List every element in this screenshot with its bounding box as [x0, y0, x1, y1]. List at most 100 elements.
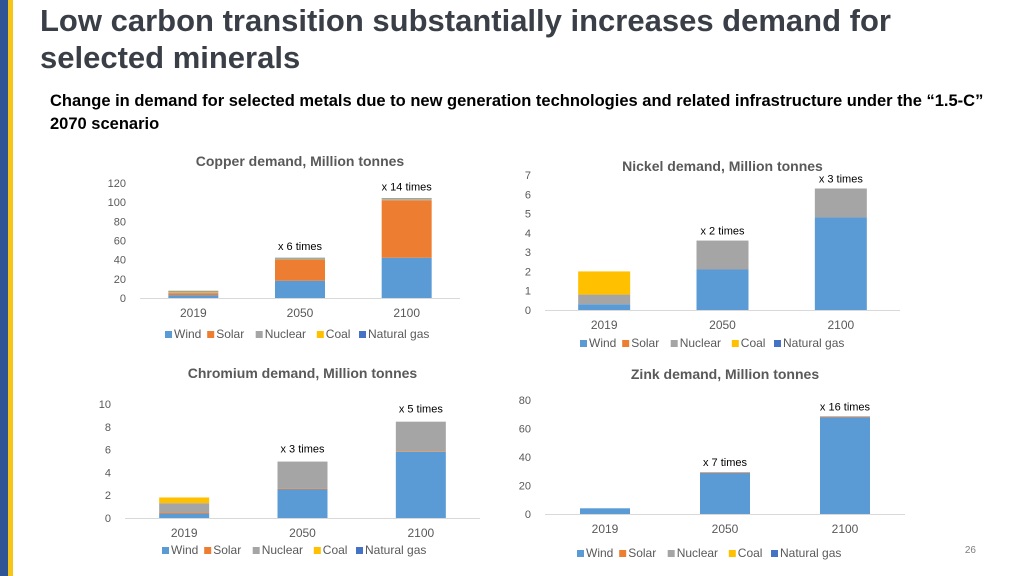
- side-accent-bar: [0, 0, 8, 576]
- page-title: Low carbon transition substantially incr…: [40, 3, 891, 75]
- chromium-chart-svg: Chromium demand, Million tonnes 0 2 4 6 8 10 20…: [99, 365, 480, 557]
- chromium-bar-coal-2019: [159, 497, 210, 504]
- zink-y-tick-label: 40: [519, 452, 531, 464]
- chromium-growth-annotation: x 5 times: [399, 404, 444, 416]
- copper-bar-natural-gas-2019: [168, 290, 219, 292]
- chromium-y-tick-label: 8: [105, 422, 111, 434]
- copper-growth-annotation: x 6 times: [278, 241, 323, 253]
- nickel-chart-title: Nickel demand, Million tonnes: [622, 158, 823, 174]
- zink-y-tick-label: 20: [519, 481, 531, 493]
- copper-bar-coal-2050: [275, 258, 325, 259]
- zink-y-tick-label: 0: [525, 509, 531, 521]
- copper-chart-svg: Copper demand, Million tonnes 0 20 40 60 80 10…: [108, 153, 460, 341]
- copper-bar-solar-2100: [381, 200, 432, 258]
- chromium-y-tick-label: 0: [105, 513, 111, 525]
- chromium-legend-label: Coal: [323, 543, 348, 557]
- nickel-bar-wind-2100: [814, 217, 867, 310]
- copper-x-tick-label: 2050: [287, 306, 314, 320]
- chromium-demand-chart: Chromium demand, Million tonnes 0 2 4 6 8 10 20…: [80, 362, 480, 562]
- copper-bar-coal-2100: [381, 198, 432, 200]
- copper-y-tick-label: 60: [114, 236, 126, 248]
- nickel-y-tick-label: 0: [525, 305, 531, 317]
- nickel-y-tick-label: 7: [525, 170, 531, 182]
- zink-legend-label: Nuclear: [677, 546, 718, 560]
- copper-legend-swatch-natural-gas: [359, 331, 366, 338]
- nickel-x-tick-label: 2019: [591, 318, 618, 332]
- copper-legend-swatch-solar: [207, 331, 215, 338]
- nickel-legend-swatch-solar: [622, 340, 630, 347]
- nickel-demand-chart: Nickel demand, Million tonnes 0 1 2 3 4 5 6 7 201…: [505, 155, 905, 355]
- zink-legend-label: Natural gas: [780, 546, 841, 560]
- zink-x-tick-label: 2050: [712, 522, 739, 536]
- copper-legend-label: Natural gas: [368, 327, 429, 341]
- nickel-y-tick-label: 2: [525, 266, 531, 278]
- nickel-legend-label: Nuclear: [680, 336, 721, 350]
- copper-bar-nuclear-2100: [381, 199, 432, 201]
- chromium-legend-label: Solar: [213, 543, 241, 557]
- zink-y-tick-label: 80: [519, 395, 531, 407]
- zink-legend-label: Wind: [586, 546, 613, 560]
- chromium-bar-solar-2019: [159, 512, 210, 514]
- copper-y-tick-label: 100: [108, 197, 126, 209]
- copper-bar-wind-2019: [168, 295, 219, 298]
- zink-x-tick-label: 2100: [832, 522, 859, 536]
- nickel-y-tick-label: 3: [525, 247, 531, 259]
- chromium-legend-label: Nuclear: [262, 543, 303, 557]
- nickel-bar-nuclear-2100: [814, 188, 867, 218]
- copper-y-tick-label: 20: [114, 274, 126, 286]
- chromium-y-tick-label: 6: [105, 445, 111, 457]
- nickel-legend-swatch-coal: [731, 340, 739, 347]
- copper-bar-nuclear-2050: [275, 258, 325, 260]
- zink-bar-solar-2050: [700, 472, 750, 473]
- chromium-growth-annotation: x 3 times: [280, 444, 325, 456]
- chromium-legend-swatch-solar: [204, 547, 212, 554]
- nickel-legend-label: Coal: [741, 336, 766, 350]
- chromium-bar-nuclear-2019: [159, 503, 210, 513]
- zink-legend-label: Coal: [738, 546, 763, 560]
- nickel-legend-swatch-natural-gas: [774, 340, 781, 347]
- zink-legend-swatch-coal: [728, 550, 736, 557]
- copper-y-tick-label: 0: [120, 293, 126, 305]
- chromium-bar-solar-2050: [277, 488, 328, 490]
- copper-y-tick-label: 40: [114, 255, 126, 267]
- chromium-bar-nuclear-2050: [277, 461, 328, 489]
- copper-bar-nuclear-2019: [168, 292, 219, 294]
- nickel-legend-label: Wind: [589, 336, 616, 350]
- zink-growth-annotation: x 7 times: [703, 457, 748, 469]
- chromium-legend-label: Wind: [171, 543, 198, 557]
- nickel-x-tick-label: 2100: [827, 318, 854, 332]
- chromium-bar-wind-2019: [159, 513, 210, 518]
- copper-bar-wind-2100: [381, 257, 432, 298]
- copper-x-tick-label: 2019: [180, 306, 207, 320]
- copper-bar-natural-gas-2100: [381, 198, 432, 199]
- zink-legend-swatch-nuclear: [667, 550, 675, 557]
- zink-bar-solar-2100: [820, 416, 870, 418]
- copper-legend-swatch-wind: [165, 331, 172, 338]
- zink-chart-title: Zink demand, Million tonnes: [631, 366, 819, 382]
- zink-x-tick-label: 2019: [592, 522, 619, 536]
- zink-legend-swatch-solar: [619, 550, 627, 557]
- copper-chart-title: Copper demand, Million tonnes: [196, 153, 405, 169]
- copper-legend-label: Coal: [326, 327, 351, 341]
- copper-legend-swatch-nuclear: [255, 331, 263, 338]
- nickel-y-tick-label: 5: [525, 209, 531, 221]
- nickel-legend-label: Natural gas: [783, 336, 844, 350]
- chromium-x-tick-label: 2019: [171, 526, 198, 540]
- page-subtitle: Change in demand for selected metals due…: [50, 92, 984, 133]
- zink-chart-svg: Zink demand, Million tonnes 0 20 40 60 80 2019…: [519, 366, 905, 560]
- copper-demand-chart: Copper demand, Million tonnes 0 20 40 60 80 10…: [70, 150, 500, 355]
- chromium-legend-swatch-coal: [313, 547, 321, 554]
- copper-bar-wind-2050: [275, 280, 325, 298]
- copper-x-tick-label: 2100: [393, 306, 420, 320]
- chromium-x-tick-label: 2100: [407, 526, 434, 540]
- zink-growth-annotation: x 16 times: [820, 401, 871, 413]
- copper-legend-swatch-coal: [316, 331, 324, 338]
- chromium-bar-wind-2100: [395, 451, 446, 518]
- copper-y-tick-label: 120: [108, 178, 126, 190]
- copper-growth-annotation: x 14 times: [382, 181, 433, 193]
- copper-legend-label: Wind: [174, 327, 201, 341]
- nickel-bar-wind-2050: [696, 269, 749, 310]
- chromium-y-tick-label: 4: [105, 467, 111, 479]
- zink-legend-label: Solar: [628, 546, 656, 560]
- nickel-bar-coal-2019: [578, 271, 631, 295]
